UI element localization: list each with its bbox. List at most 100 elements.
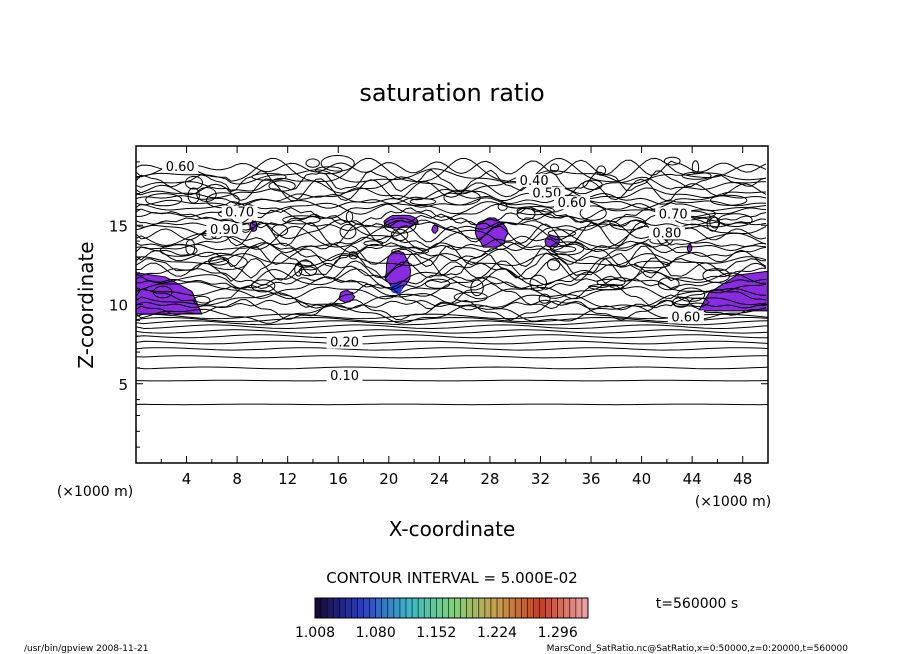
contour-label-bg (326, 335, 363, 349)
contour-label-bg (667, 310, 704, 324)
contour-line (136, 313, 768, 320)
contour-loop (710, 194, 748, 206)
contour-line (136, 242, 767, 262)
contour-line (136, 355, 768, 359)
time-label: t=560000 s (656, 596, 738, 612)
x-unit-label-right: (×1000 m) (695, 494, 771, 510)
colorbar-segment (460, 598, 467, 618)
x-axis: 4 8 12 16 20 24 28 32 36 40 44 48 (160, 146, 752, 488)
contour-label-bg (516, 174, 553, 188)
x-tick-label: 36 (581, 470, 600, 488)
contour-loop (268, 180, 296, 192)
contour-line (136, 252, 767, 267)
colorbar-segment (375, 598, 383, 618)
x-tick-label: 40 (632, 470, 651, 488)
colorbar-segment (466, 598, 474, 618)
x-tick-label: 24 (430, 470, 449, 488)
contour-loop (552, 245, 577, 253)
contour-line (136, 192, 767, 205)
contour-loop (187, 187, 200, 204)
contour-loop (185, 175, 203, 190)
contour-label-bg (326, 368, 363, 382)
contour-line (136, 282, 767, 310)
contour-loop (348, 251, 358, 260)
contour-line (136, 347, 768, 351)
contour-loop (702, 268, 731, 283)
contour-line (136, 303, 767, 324)
contour-label-bg (206, 223, 243, 237)
contour-label: 0.10 (330, 369, 359, 384)
x-unit-label-left: (×1000 m) (57, 484, 133, 500)
contour-loop (305, 158, 320, 168)
colorbar-segment (569, 598, 577, 618)
contour-line (136, 159, 767, 176)
contour-line (136, 320, 768, 326)
contour-loop (681, 171, 712, 180)
contour-line (136, 276, 767, 300)
colorbar-segment (484, 598, 492, 618)
contour-loop (633, 260, 671, 269)
colorbar-segment (515, 598, 522, 618)
contour-loop (251, 173, 287, 181)
contour-label-bg (162, 159, 199, 173)
colorbar-segment (412, 598, 419, 618)
x-tick-label: 44 (683, 470, 702, 488)
footer-right: MarsCond_SatRatio.nc@SatRatio,x=0:50000,… (547, 644, 849, 654)
contour-loop (609, 216, 647, 231)
colorbar-frame (314, 597, 589, 619)
contour-label: 0.70 (225, 206, 254, 221)
contour-loop (282, 215, 321, 225)
contour-loop (706, 215, 719, 232)
colorbar-segment (575, 598, 583, 618)
colorbar-tick-label: 1.296 (538, 625, 578, 641)
contour-label-bg (554, 196, 591, 210)
y-axis: 5 10 15 (109, 161, 768, 448)
contour-loop (547, 229, 577, 238)
contour-label: 0.60 (166, 160, 195, 175)
colorbar-segment (478, 598, 486, 618)
contour-line (136, 241, 767, 254)
contour-label: 0.60 (558, 196, 587, 211)
colorbar-segment (551, 598, 558, 618)
colorbar-segment (503, 598, 510, 618)
contour-loop (470, 279, 484, 297)
colorbar-segment (563, 598, 571, 618)
colorbar-segment (321, 598, 328, 618)
contour-loop (691, 160, 700, 175)
contour-loop (145, 193, 183, 207)
colorbar-segment (497, 598, 504, 618)
contour-loop (159, 244, 198, 257)
colorbar-tick-label: 1.152 (416, 625, 456, 641)
contour-line (136, 334, 768, 339)
contour-loop (657, 277, 680, 291)
colorbar-segment (490, 598, 498, 618)
contour-loop (596, 278, 626, 287)
contour-loop (582, 179, 603, 191)
x-tick-label: 12 (278, 470, 297, 488)
colorbar-segment (351, 598, 358, 618)
colorbar-segment (363, 598, 370, 618)
contour-loop (345, 211, 354, 223)
colorbar-segment (472, 598, 480, 618)
contour-loop (538, 293, 551, 304)
colorbar-segment (454, 598, 461, 618)
colorbar-segment (557, 598, 565, 618)
colorbar-tick-label: 1.008 (295, 625, 335, 641)
colorbar: 1.008 1.080 1.152 1.224 1.296 (295, 597, 589, 641)
contour-loop (663, 156, 681, 166)
saturation-fill-region (686, 243, 693, 253)
contour-label: 0.70 (659, 207, 688, 222)
contour-loop (588, 283, 625, 291)
contour-label: 0.20 (330, 336, 359, 351)
contour-loop (320, 155, 355, 172)
colorbar-segment (393, 598, 401, 618)
colorbar-tick-label: 1.224 (477, 625, 517, 641)
colorbar-segment (539, 598, 546, 618)
colorbar-segment (442, 598, 449, 618)
colorbar-segment (399, 598, 407, 618)
contour-loop (152, 285, 173, 299)
plot-content: 0.600.700.900.400.500.600.700.800.600.20… (136, 155, 768, 406)
chart-title: saturation ratio (359, 79, 544, 107)
contour-label-bg (648, 226, 685, 240)
x-tick-label: 48 (733, 470, 752, 488)
